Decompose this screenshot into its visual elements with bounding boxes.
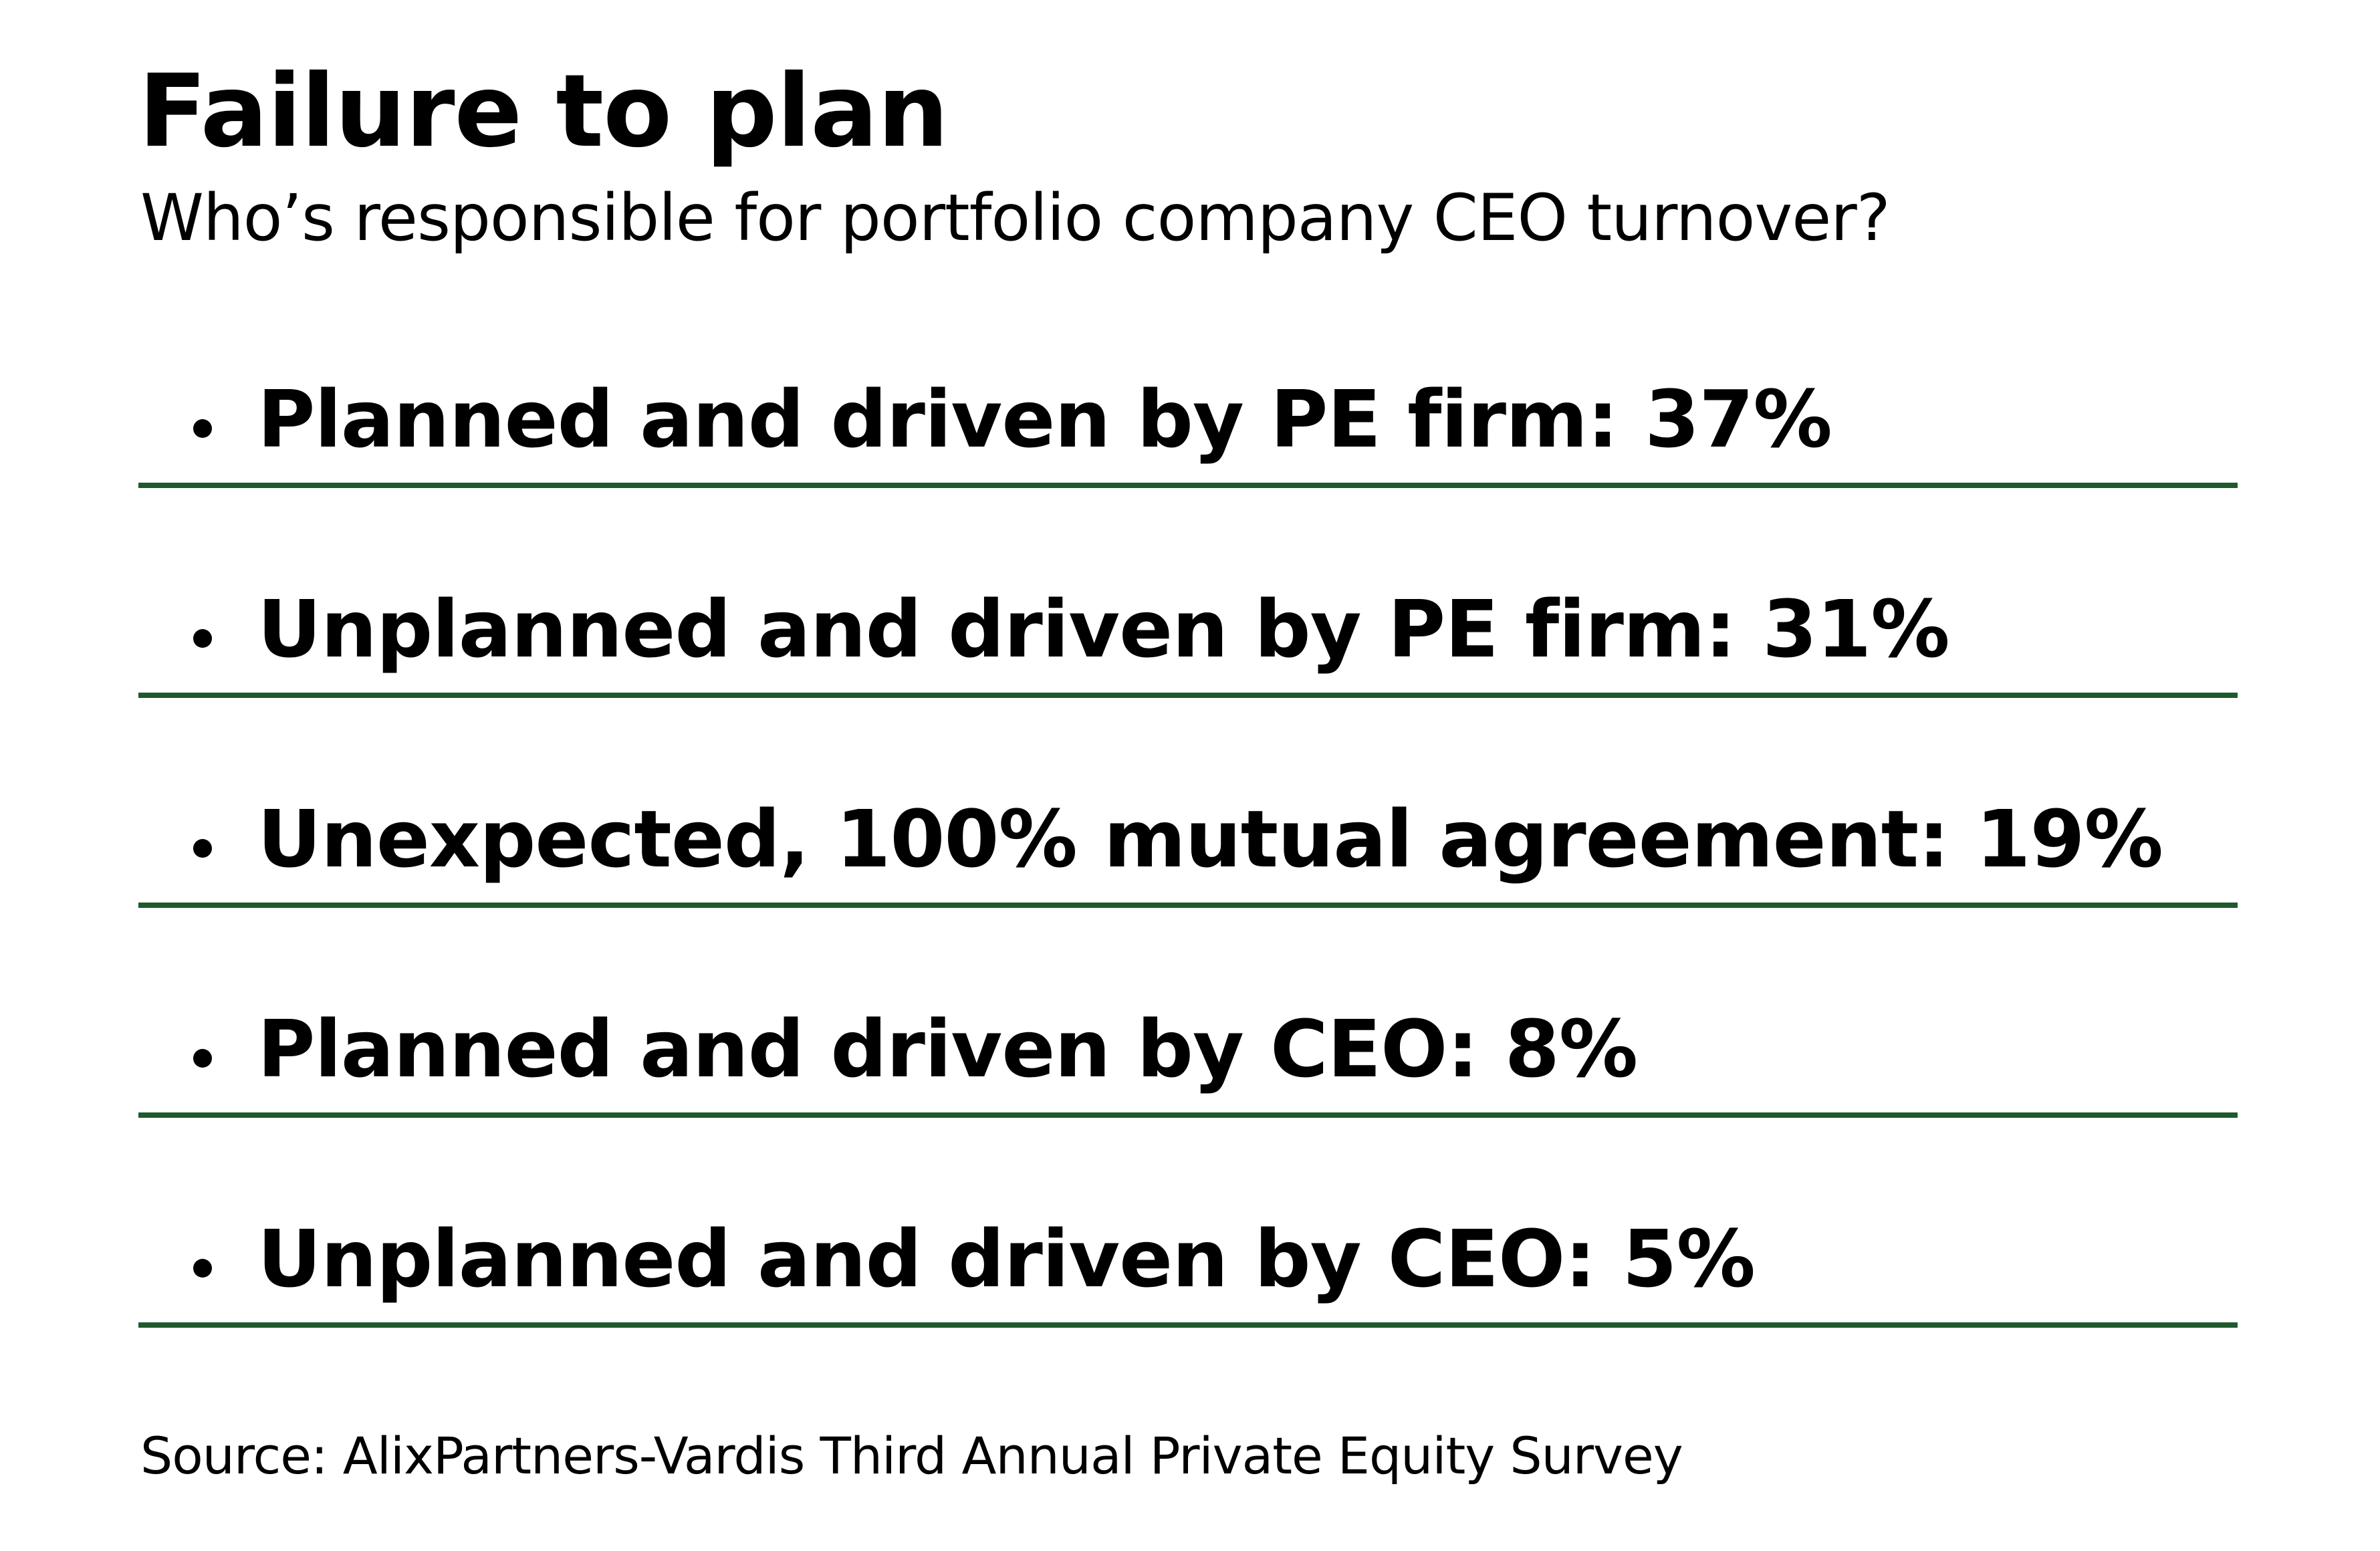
divider bbox=[138, 693, 2238, 698]
list-item: Unplanned and driven by PE firm: 31% bbox=[138, 564, 2238, 698]
list-item-label: Planned and driven by CEO: 8% bbox=[257, 1003, 1638, 1095]
source-note: Source: AlixPartners-Vardis Third Annual… bbox=[140, 1426, 1683, 1485]
bullet-icon bbox=[193, 419, 212, 438]
bullet-icon bbox=[193, 1049, 212, 1068]
list-item: Unplanned and driven by CEO: 5% bbox=[138, 1194, 2238, 1328]
list-item-label: Unexpected, 100% mutual agreement: 19% bbox=[257, 793, 2163, 885]
list-item-label: Planned and driven by PE firm: 37% bbox=[257, 373, 1832, 465]
divider bbox=[138, 903, 2238, 908]
bullet-icon bbox=[193, 629, 212, 648]
bullet-icon bbox=[193, 1259, 212, 1278]
bullet-icon bbox=[193, 839, 212, 858]
list-item-label: Unplanned and driven by PE firm: 31% bbox=[257, 583, 1950, 675]
list-item: Planned and driven by CEO: 8% bbox=[138, 984, 2238, 1118]
divider bbox=[138, 1112, 2238, 1118]
divider bbox=[138, 483, 2238, 488]
list-item: Planned and driven by PE firm: 37% bbox=[138, 354, 2238, 488]
list-item: Unexpected, 100% mutual agreement: 19% bbox=[138, 774, 2238, 908]
page-title: Failure to plan bbox=[138, 53, 949, 170]
page-subtitle: Who’s responsible for portfolio company … bbox=[140, 181, 1891, 255]
divider bbox=[138, 1322, 2238, 1328]
list-item-label: Unplanned and driven by CEO: 5% bbox=[257, 1213, 1756, 1305]
